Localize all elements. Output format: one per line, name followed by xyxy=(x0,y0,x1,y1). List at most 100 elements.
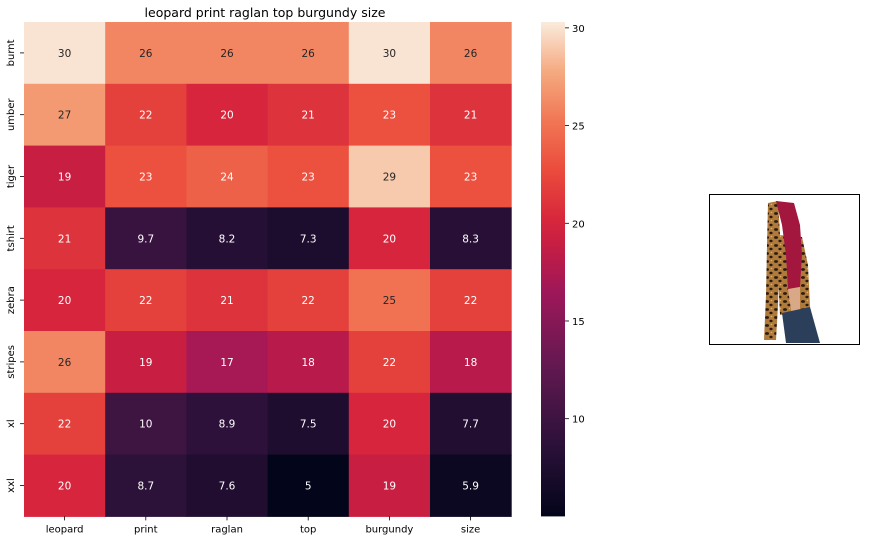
heatmap-cell xyxy=(430,22,512,85)
cell-value-label: 24 xyxy=(220,172,234,184)
cell-value-label: 19 xyxy=(58,172,71,184)
y-tick-label: xl xyxy=(6,419,17,428)
heatmap-cell xyxy=(105,145,187,208)
cell-value-label: 8.7 xyxy=(137,481,154,493)
cell-value-label: 8.2 xyxy=(219,233,236,245)
cell-value-label: 22 xyxy=(139,110,152,122)
cell-value-label: 20 xyxy=(58,481,71,493)
heatmap-cell xyxy=(105,83,187,147)
heatmap-cell xyxy=(105,269,187,332)
y-axis-ticks: burnt umber tiger tshirt zebra stripes xl xxl xyxy=(6,39,24,493)
cell-value-label: 23 xyxy=(464,172,477,184)
colorbar-gradient xyxy=(541,22,565,517)
heatmap-cell xyxy=(267,22,350,85)
heatmap-cell xyxy=(348,22,431,85)
heatmap-cell xyxy=(186,145,269,208)
cell-value-label: 26 xyxy=(139,48,153,60)
cell-value-label: 23 xyxy=(139,172,152,184)
cell-value-label: 21 xyxy=(58,233,71,245)
heatmap-cell xyxy=(105,454,187,517)
heatmap-cell xyxy=(186,207,269,270)
y-tick-label: stripes xyxy=(6,345,17,379)
arm xyxy=(788,287,800,317)
cell-value-label: 25 xyxy=(383,295,396,307)
heatmap-cell xyxy=(186,22,269,85)
heatmap-cell xyxy=(24,145,106,208)
heatmap-cell xyxy=(430,454,512,517)
heatmap-cell xyxy=(267,392,350,456)
colorbar-tick-label: 30 xyxy=(572,24,585,35)
heatmap-cell xyxy=(348,454,431,517)
heatmap-cell xyxy=(186,269,269,332)
heatmap-cell xyxy=(348,392,431,456)
heatmap-cell xyxy=(267,331,350,394)
heatmap-cell xyxy=(267,145,350,208)
x-tick-label: size xyxy=(461,524,480,535)
heatmap-cell xyxy=(430,392,512,456)
heatmap-cell xyxy=(348,269,431,332)
cell-value-label: 22 xyxy=(139,295,152,307)
cell-value-label: 20 xyxy=(383,419,396,431)
product-image xyxy=(709,194,860,345)
cell-value-label: 20 xyxy=(58,295,71,307)
cell-value-label: 17 xyxy=(220,357,233,369)
heatmap-cell xyxy=(430,145,512,208)
heatmap-cell xyxy=(267,207,350,270)
cell-value-label: 7.6 xyxy=(219,481,236,493)
cell-value-label: 27 xyxy=(58,110,71,122)
x-axis-ticks: leopard print raglan top burgundy size xyxy=(46,516,480,535)
heatmap-cell xyxy=(430,207,512,270)
cell-value-label: 21 xyxy=(302,110,315,122)
cell-value-label: 22 xyxy=(383,357,396,369)
cell-value-label: 7.7 xyxy=(462,419,479,431)
jeans xyxy=(782,307,820,343)
heatmap-cell xyxy=(267,269,350,332)
x-tick-label: raglan xyxy=(211,524,243,535)
heatmap-cell xyxy=(186,454,269,517)
heatmap-cell xyxy=(105,392,187,456)
cell-value-label: 30 xyxy=(383,48,396,60)
burgundy-sleeve xyxy=(776,201,802,289)
heatmap-cell xyxy=(267,454,350,517)
heatmap-cell xyxy=(24,22,106,85)
cell-value-label: 19 xyxy=(383,481,396,493)
cell-value-label: 8.9 xyxy=(219,419,236,431)
x-tick-label: leopard xyxy=(46,524,84,535)
colorbar: 10 15 20 25 30 xyxy=(541,22,585,517)
heatmap-cell xyxy=(24,392,106,456)
colorbar-tick-label: 15 xyxy=(572,317,585,328)
cell-value-label: 18 xyxy=(464,357,477,369)
y-tick-label: xxl xyxy=(6,478,17,493)
leopard-back-panel xyxy=(764,201,780,340)
heatmap-cell xyxy=(24,331,106,394)
colorbar-tick-label: 20 xyxy=(572,219,585,230)
x-tick-label: print xyxy=(134,524,158,535)
heatmap-cell xyxy=(24,454,106,517)
cell-value-label: 8.3 xyxy=(462,233,479,245)
cell-value-label: 30 xyxy=(58,48,71,60)
cell-value-label: 29 xyxy=(383,172,396,184)
cell-value-label: 7.3 xyxy=(300,233,317,245)
heatmap-cell xyxy=(348,145,431,208)
cell-value-label: 23 xyxy=(383,110,396,122)
cell-value-label: 22 xyxy=(58,419,71,431)
cell-value-label: 26 xyxy=(464,48,478,60)
x-tick-label: burgundy xyxy=(365,524,413,535)
cell-value-label: 9.7 xyxy=(137,233,154,245)
cell-value-label: 18 xyxy=(302,357,315,369)
y-tick-label: umber xyxy=(6,97,17,131)
cell-value-label: 20 xyxy=(220,110,233,122)
heatmap-cell xyxy=(430,83,512,147)
cell-value-label: 26 xyxy=(220,48,234,60)
cell-value-label: 19 xyxy=(139,357,152,369)
x-tick-label: top xyxy=(300,524,316,535)
heatmap-cell xyxy=(24,207,106,270)
heatmap-cell xyxy=(105,331,187,394)
y-tick-label: tshirt xyxy=(6,225,17,251)
y-tick-label: burnt xyxy=(6,39,17,66)
cell-value-label: 10 xyxy=(139,419,152,431)
heatmap-cell xyxy=(24,83,106,147)
cell-value-label: 22 xyxy=(464,295,477,307)
heatmap-cell xyxy=(348,331,431,394)
